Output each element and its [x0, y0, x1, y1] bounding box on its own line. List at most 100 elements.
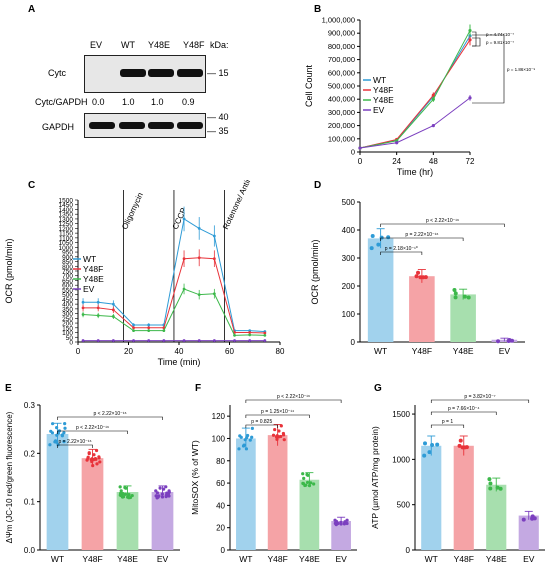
gapdh-label: GAPDH	[42, 122, 75, 132]
bar-wt	[367, 238, 394, 342]
series-line-wt	[83, 218, 265, 333]
data-point	[379, 235, 384, 240]
data-point	[48, 443, 52, 447]
y-axis-title: OCR (pmol/min)	[4, 238, 14, 303]
data-point	[182, 257, 186, 261]
data-point	[510, 338, 515, 343]
significance-bracket	[430, 411, 497, 415]
y-tick-label: 1300	[59, 216, 74, 223]
y-tick-label: 800,000	[328, 42, 355, 51]
lane-label-ev: EV	[90, 40, 103, 50]
y-tick-label: 120	[212, 412, 226, 421]
y-tick-label: 350	[62, 306, 73, 313]
cytc-blot	[84, 55, 206, 93]
data-point	[132, 339, 135, 342]
data-point	[51, 422, 55, 426]
kda-label: kDa:	[210, 40, 229, 50]
y-tick-label: 500,000	[328, 82, 355, 91]
data-point	[305, 472, 309, 477]
data-point	[386, 235, 391, 240]
pvalue-label: p < 2.22×10⁻¹⁶	[93, 411, 126, 417]
x-tick-label: Y48E	[453, 346, 474, 356]
pvalue-label: p = 2.22×10⁻¹⁶	[58, 439, 91, 445]
y-tick-label: 200	[62, 321, 73, 328]
x-tick-label: EV	[499, 346, 511, 356]
gapdh-band-wt	[119, 122, 145, 129]
data-point	[376, 242, 381, 247]
data-point	[395, 141, 399, 145]
data-point	[167, 490, 171, 494]
y-tick-label: 1400	[59, 207, 74, 214]
y-tick-label: 300	[342, 254, 356, 263]
data-point	[237, 447, 241, 451]
pvalue-label: p = 1.86×10⁻⁹	[507, 67, 535, 72]
data-point	[488, 481, 493, 486]
data-point	[431, 97, 435, 101]
data-point	[85, 458, 89, 462]
data-point	[487, 477, 492, 482]
data-point	[96, 306, 100, 310]
gapdh-band-ev	[89, 122, 115, 129]
data-point	[62, 440, 66, 444]
marker-40: — 40	[207, 112, 229, 122]
data-point	[369, 246, 374, 251]
data-point	[197, 339, 201, 342]
data-point	[156, 495, 160, 499]
y-tick-label: 900,000	[328, 29, 355, 38]
data-point	[277, 429, 281, 433]
y-tick-label: 60	[216, 479, 225, 488]
x-tick-label: Y48F	[454, 554, 474, 564]
data-point	[93, 457, 98, 461]
y-tick-label: 500	[342, 198, 356, 207]
data-point	[55, 426, 59, 430]
data-point	[418, 275, 423, 280]
significance-bracket	[57, 430, 128, 434]
y-tick-label: 1150	[59, 231, 73, 238]
data-point	[118, 491, 123, 496]
y-tick-label: 200	[342, 282, 356, 291]
y-tick-label: 0.2	[24, 449, 36, 458]
data-point	[345, 521, 349, 526]
data-point	[111, 339, 115, 342]
cytc-band-y48f	[177, 69, 203, 77]
ratio-y48e: 1.0	[151, 97, 164, 107]
data-point	[250, 426, 254, 430]
x-tick-label: Y48F	[267, 554, 287, 564]
data-point	[62, 431, 66, 435]
y-tick-label: 1350	[59, 212, 74, 219]
y-tick-label: 100	[62, 330, 73, 337]
data-point	[462, 445, 467, 450]
y-tick-label: 500	[62, 292, 73, 299]
legend-label: Y48F	[373, 85, 393, 95]
data-point	[488, 486, 493, 491]
data-point	[301, 481, 305, 485]
legend-label: Y48E	[373, 95, 394, 105]
data-point	[458, 438, 463, 443]
y-tick-label: 700	[62, 273, 73, 280]
data-point	[239, 435, 243, 439]
series-line-y48e	[359, 30, 471, 149]
data-point	[506, 338, 511, 343]
significance-bracket	[380, 237, 464, 241]
data-point	[63, 426, 67, 430]
data-point	[248, 438, 252, 442]
data-point	[212, 292, 216, 296]
y-tick-label: 1500	[59, 198, 74, 205]
data-point	[121, 495, 125, 499]
pvalue-label: p < 2.22×10⁻¹⁶	[76, 425, 109, 431]
pvalue-label: p = 4.74×10⁻⁷	[486, 32, 514, 37]
y-tick-label: 0	[351, 148, 355, 157]
x-tick-label: 40	[175, 347, 184, 356]
data-point	[422, 453, 427, 458]
gapdh-blot	[84, 113, 206, 138]
x-tick-label: 20	[124, 347, 133, 356]
data-point	[303, 483, 307, 488]
bar-ev	[151, 492, 174, 550]
cytc-band-y48e	[148, 69, 174, 77]
panel-label-e: E	[5, 383, 12, 394]
data-point	[468, 96, 472, 100]
significance-bracket	[430, 424, 465, 428]
x-tick-label: 72	[466, 157, 475, 166]
x-tick-label: EV	[335, 554, 347, 564]
data-point	[345, 518, 349, 522]
